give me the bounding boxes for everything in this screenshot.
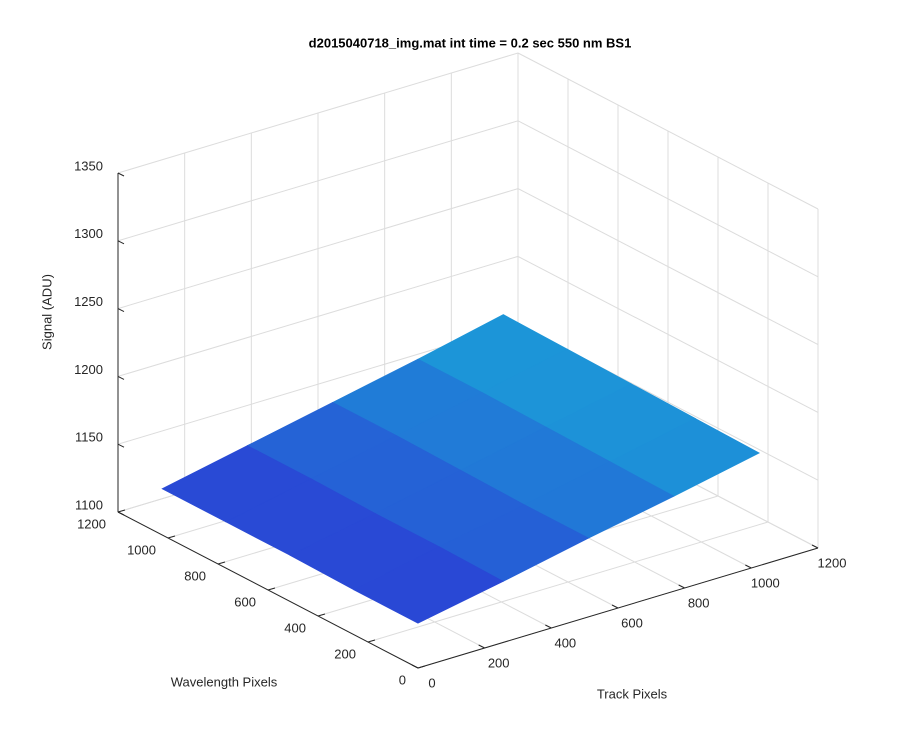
z-tick	[117, 240, 125, 245]
y-tick-label: 400	[284, 620, 306, 635]
x-tick-label: 400	[554, 635, 576, 650]
z-tick-label: 1100	[75, 497, 103, 512]
z-tick	[117, 443, 125, 448]
axes-layer: 0 200 400 600 800 1000 1200 0 200 400 600 800 1000 12…	[74, 158, 846, 690]
x-tick	[811, 544, 819, 549]
x-axis-label: Track Pixels	[597, 686, 668, 701]
y-tick-label: 0	[399, 672, 406, 687]
y-tick-label: 1000	[127, 542, 156, 557]
z-tick	[117, 375, 125, 380]
y-tick	[167, 535, 176, 539]
surface-cell	[353, 546, 504, 624]
y-tick	[417, 665, 426, 669]
y-axis-label: Wavelength Pixels	[171, 674, 278, 689]
grid-line	[517, 52, 819, 210]
grid-line	[117, 120, 519, 242]
surface-layer	[161, 314, 760, 624]
grid-line	[367, 521, 769, 643]
z-tick-label: 1300	[74, 226, 103, 241]
z-tick	[117, 308, 125, 313]
y-tick	[317, 613, 326, 617]
y-tick	[267, 587, 276, 591]
grid-line	[117, 52, 519, 174]
x-tick	[678, 584, 685, 589]
y-tick-label: 1200	[77, 516, 106, 531]
x-tick-label: 0	[428, 675, 435, 690]
z-tick-label: 1150	[75, 430, 103, 445]
x-tick	[745, 564, 752, 569]
y-tick-label: 200	[334, 646, 356, 661]
z-tick-label: 1200	[74, 362, 103, 377]
z-axis-label: Signal (ADU)	[39, 274, 54, 350]
x-tick	[545, 624, 552, 629]
grid-line	[117, 188, 519, 310]
chart-title: d2015040718_img.mat int time = 0.2 sec 5…	[309, 35, 632, 50]
z-tick-label: 1350	[74, 158, 103, 173]
x-tick	[411, 664, 419, 669]
y-tick	[367, 639, 376, 643]
grid-line	[517, 120, 819, 278]
y-tick	[117, 509, 126, 513]
x-tick	[611, 604, 619, 609]
x-tick-label: 1200	[818, 555, 847, 570]
x-tick	[478, 644, 485, 649]
y-tick-label: 600	[234, 594, 256, 609]
x-tick-label: 1000	[751, 575, 780, 590]
grid-line	[517, 188, 819, 346]
x-tick-label: 800	[688, 595, 710, 610]
grid-line	[117, 255, 519, 377]
z-tick-label: 1250	[74, 294, 103, 309]
grid-line	[517, 255, 819, 413]
x-tick-label: 600	[621, 615, 643, 630]
y-tick-label: 800	[184, 568, 206, 583]
z-tick	[117, 511, 125, 516]
x-tick-label: 200	[488, 655, 510, 670]
z-tick	[117, 172, 125, 177]
y-tick	[217, 561, 226, 565]
